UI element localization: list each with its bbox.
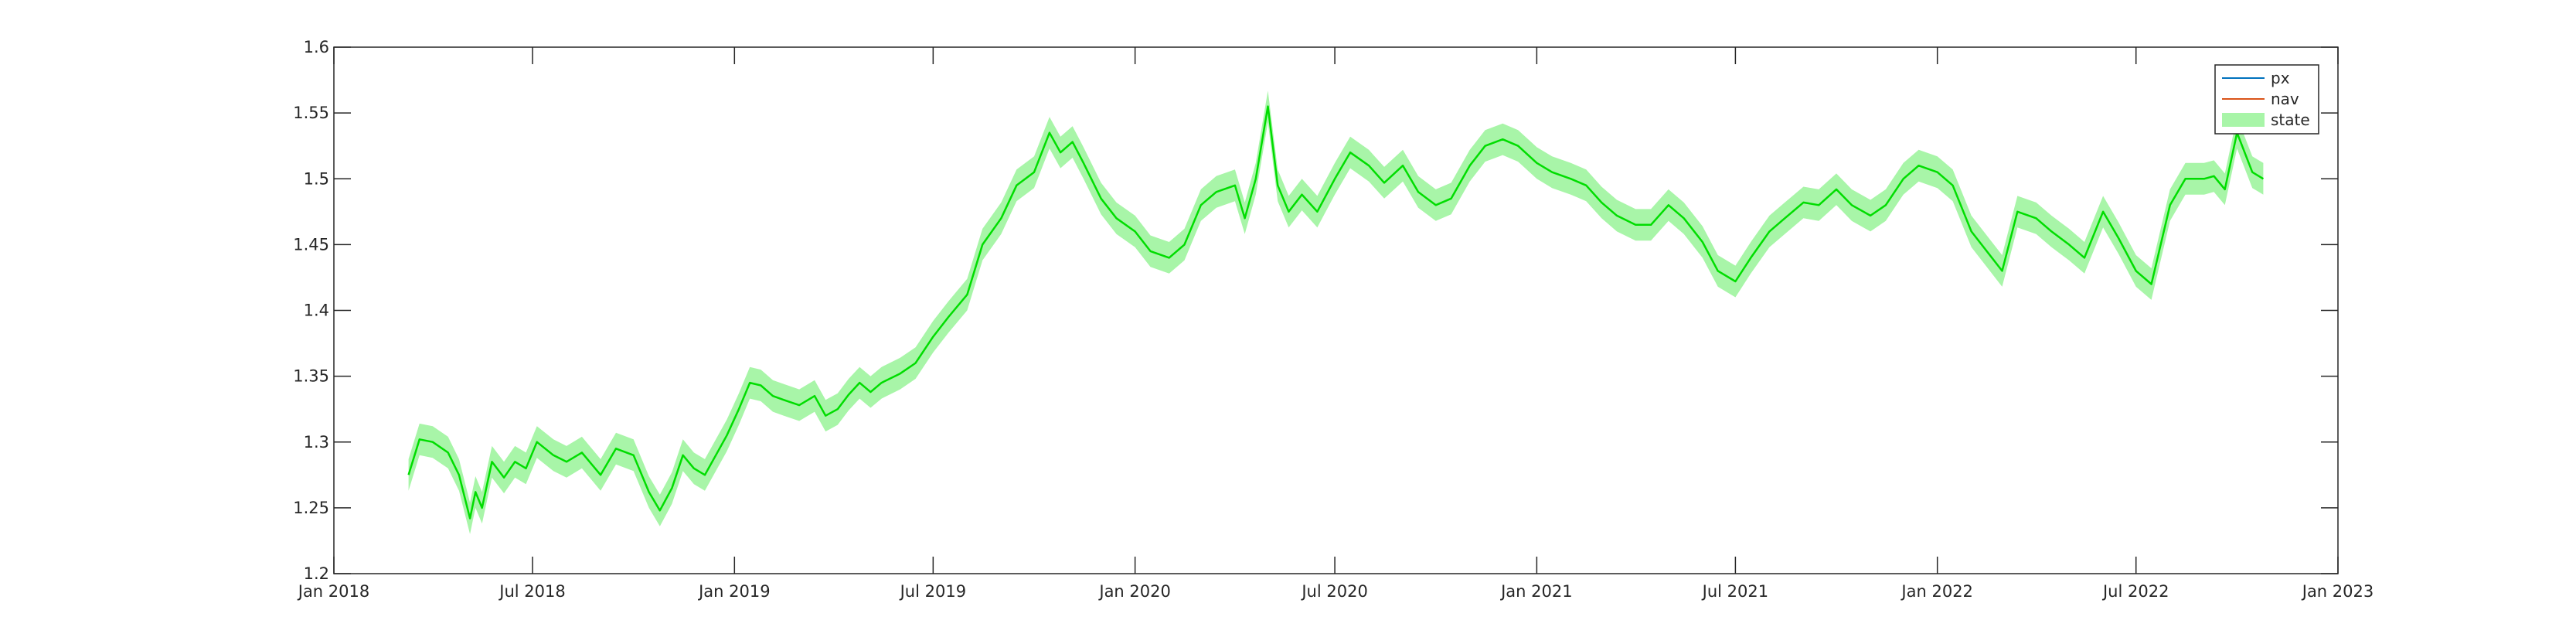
y-tick-label: 1.6 bbox=[304, 38, 329, 56]
x-tick-label: Jan 2020 bbox=[1097, 582, 1171, 601]
legend-label-state: state bbox=[2271, 111, 2310, 129]
y-tick-label: 1.2 bbox=[304, 564, 329, 583]
x-tick-label: Jul 2021 bbox=[1701, 582, 1768, 601]
y-tick-label: 1.35 bbox=[293, 367, 329, 386]
y-tick-label: 1.3 bbox=[304, 433, 329, 451]
x-tick-label: Jan 2019 bbox=[697, 582, 771, 601]
x-tick-label: Jul 2018 bbox=[498, 582, 565, 601]
plot-area bbox=[333, 46, 2339, 574]
y-tick-label: 1.5 bbox=[304, 169, 329, 188]
legend-label-px: px bbox=[2271, 69, 2290, 87]
x-tick-label: Jan 2021 bbox=[1499, 582, 1573, 601]
legend: px nav state bbox=[2214, 64, 2319, 135]
x-tick-label: Jan 2023 bbox=[2301, 582, 2374, 601]
y-tick-label: 1.45 bbox=[293, 235, 329, 254]
x-tick-label: Jan 2022 bbox=[1900, 582, 1973, 601]
x-tick-label: Jul 2022 bbox=[2101, 582, 2169, 601]
y-tick-label: 1.25 bbox=[293, 499, 329, 517]
y-axis: 1.2 1.25 1.3 1.35 1.4 1.45 1.5 1.55 1.6 bbox=[293, 38, 2338, 583]
y-tick-label: 1.55 bbox=[293, 104, 329, 122]
x-tick-label: Jan 2018 bbox=[297, 582, 370, 601]
legend-label-nav: nav bbox=[2271, 90, 2299, 108]
series-band-0 bbox=[408, 90, 2264, 534]
x-tick-label: Jul 2020 bbox=[1300, 582, 1367, 601]
legend-swatch-state bbox=[2222, 113, 2265, 127]
plot-background bbox=[334, 47, 2338, 574]
x-axis: Jan 2018 Jul 2018 Jan 2019 Jul 2019 Jan 2020… bbox=[297, 47, 2374, 601]
x-tick-label: Jul 2019 bbox=[899, 582, 966, 601]
y-tick-label: 1.4 bbox=[304, 302, 329, 320]
